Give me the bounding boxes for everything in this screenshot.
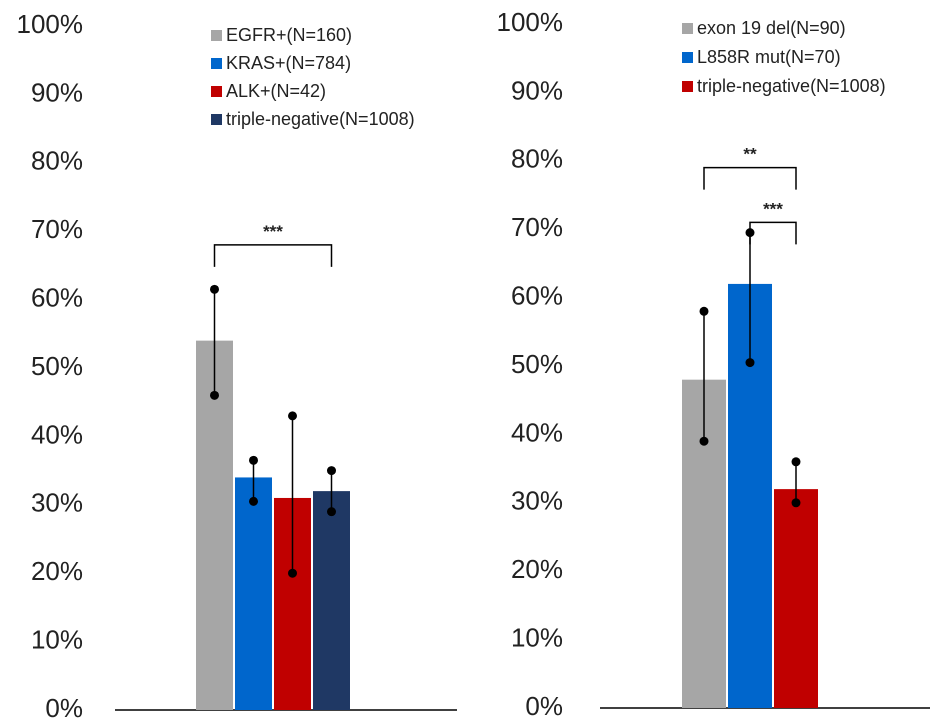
y-tick-label: 40% (31, 419, 83, 449)
error-bar-cap-low (699, 436, 709, 446)
significance-bracket (703, 166, 797, 190)
y-tick-label: 70% (511, 212, 563, 242)
y-tick-label: 60% (511, 280, 563, 310)
left-chart-panel: 0% 10% 20% 30% 40% 50% 60% 70% 80% 90% 100% *** EGFR… (17, 9, 457, 723)
error-bar-cap-high (791, 457, 801, 467)
legend-label: triple-negative(N=1008) (226, 109, 415, 129)
error-bar-cap-high (210, 284, 219, 294)
y-tick-label: 0% (525, 691, 563, 721)
y-tick-label: 80% (511, 144, 563, 174)
legend-label: ALK+(N=42) (226, 81, 326, 101)
y-tick-label: 50% (511, 349, 563, 379)
y-tick-label: 20% (511, 554, 563, 584)
legend-label: KRAS+(N=784) (226, 53, 351, 73)
error-bar-cap-low (288, 568, 297, 578)
legend-swatch (211, 58, 222, 69)
y-tick-label: 0% (45, 693, 83, 723)
y-tick-label: 100% (497, 7, 564, 37)
bar (774, 489, 818, 708)
significance-bracket (213, 244, 333, 267)
legend-label: triple-negative(N=1008) (697, 76, 886, 96)
legend-swatch (682, 81, 693, 92)
significance-bracket (749, 221, 797, 245)
y-tick-label: 100% (17, 9, 84, 39)
bar (313, 491, 350, 710)
legend-swatch (211, 114, 222, 125)
legend-swatch (211, 30, 222, 41)
bar (235, 477, 272, 710)
y-tick-label: 60% (31, 282, 83, 312)
error-bar-cap-low (791, 498, 801, 508)
significance-label: ** (743, 145, 757, 164)
error-bar-cap-high (288, 411, 297, 421)
y-tick-label: 10% (511, 622, 563, 652)
bar (196, 340, 233, 710)
error-bar-cap-high (699, 306, 709, 316)
error-bar-cap-high (327, 466, 336, 476)
y-tick-label: 90% (31, 77, 83, 107)
legend-label: EGFR+(N=160) (226, 25, 352, 45)
y-tick-label: 40% (511, 417, 563, 447)
error-bar-cap-low (249, 496, 258, 506)
y-tick-label: 50% (31, 351, 83, 381)
y-tick-label: 90% (511, 75, 563, 105)
error-bar-cap-low (210, 390, 219, 400)
error-bar-cap-high (249, 455, 258, 465)
error-bar-cap-low (745, 358, 755, 368)
y-tick-label: 80% (31, 146, 83, 176)
significance-label: *** (763, 199, 783, 218)
legend-label: exon 19 del(N=90) (697, 18, 846, 38)
legend-swatch (211, 86, 222, 97)
legend-swatch (682, 23, 693, 34)
y-tick-label: 30% (31, 488, 83, 518)
y-tick-label: 70% (31, 214, 83, 244)
right-chart-panel: 0%10%20%30%40%50%60%70%80%90%100%*****ex… (497, 7, 930, 721)
y-tick-label: 20% (31, 556, 83, 586)
error-bar-cap-low (327, 507, 336, 517)
y-tick-label: 30% (511, 486, 563, 516)
legend-swatch (682, 52, 693, 63)
significance-label: *** (263, 222, 283, 241)
y-tick-label: 10% (31, 624, 83, 654)
legend-label: L858R mut(N=70) (697, 47, 841, 67)
